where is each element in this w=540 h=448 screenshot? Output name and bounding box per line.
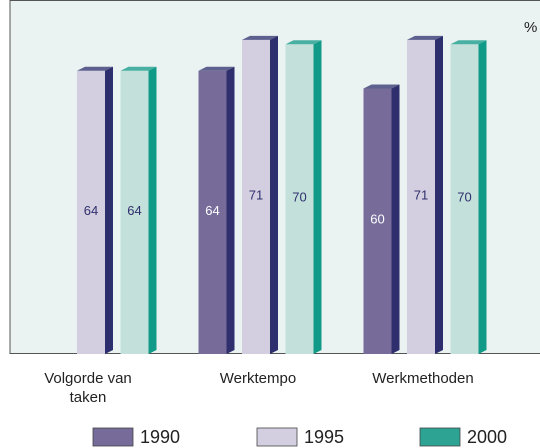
legend-label: 2000 bbox=[467, 427, 507, 447]
value-label: 60 bbox=[370, 212, 384, 227]
bar bbox=[198, 66, 235, 355]
bar-top bbox=[285, 40, 322, 45]
bar-side bbox=[391, 84, 400, 354]
bar bbox=[285, 40, 322, 354]
bar bbox=[407, 35, 443, 354]
bar bbox=[363, 84, 400, 354]
bar bbox=[77, 66, 113, 355]
bar-top bbox=[363, 84, 400, 89]
value-label: 71 bbox=[414, 187, 428, 202]
bar-front bbox=[242, 39, 270, 354]
x-tick-label: Volgorde van taken bbox=[44, 370, 132, 406]
bar-side bbox=[226, 66, 235, 355]
bar-side bbox=[148, 66, 157, 355]
x-tick-label: Werkmethoden bbox=[372, 370, 474, 387]
value-label: 64 bbox=[84, 203, 98, 218]
value-label: 70 bbox=[292, 190, 306, 205]
value-label: 64 bbox=[205, 203, 219, 218]
bar-side bbox=[105, 66, 113, 355]
bar bbox=[450, 40, 487, 354]
bar-front bbox=[363, 88, 392, 354]
bar-front bbox=[120, 70, 149, 355]
bar-front bbox=[285, 44, 314, 354]
x-tick-label: Werktempo bbox=[219, 370, 297, 387]
bar-side bbox=[270, 35, 278, 354]
bar-front bbox=[77, 70, 105, 355]
bar bbox=[120, 66, 157, 355]
legend-label: 1990 bbox=[140, 427, 180, 447]
bar-top bbox=[120, 66, 157, 71]
bar-side bbox=[313, 40, 322, 354]
legend-swatch bbox=[92, 427, 134, 447]
bar-top bbox=[407, 35, 443, 40]
bar-top bbox=[242, 35, 278, 40]
legend-swatch bbox=[256, 427, 298, 447]
value-label: 70 bbox=[457, 190, 471, 205]
legend-label: 1995 bbox=[304, 427, 344, 447]
bar-top bbox=[77, 66, 113, 71]
value-label: 71 bbox=[249, 187, 263, 202]
bar-front bbox=[198, 70, 227, 355]
bar-front bbox=[407, 39, 435, 354]
unit-label: % bbox=[524, 19, 537, 36]
bar-top bbox=[198, 66, 235, 71]
bar bbox=[242, 35, 278, 354]
bar-side bbox=[435, 35, 443, 354]
bar-side bbox=[478, 40, 487, 354]
bar-top bbox=[450, 40, 487, 45]
bar-front bbox=[450, 44, 479, 354]
value-label: 64 bbox=[127, 203, 141, 218]
legend-swatch bbox=[419, 427, 461, 447]
